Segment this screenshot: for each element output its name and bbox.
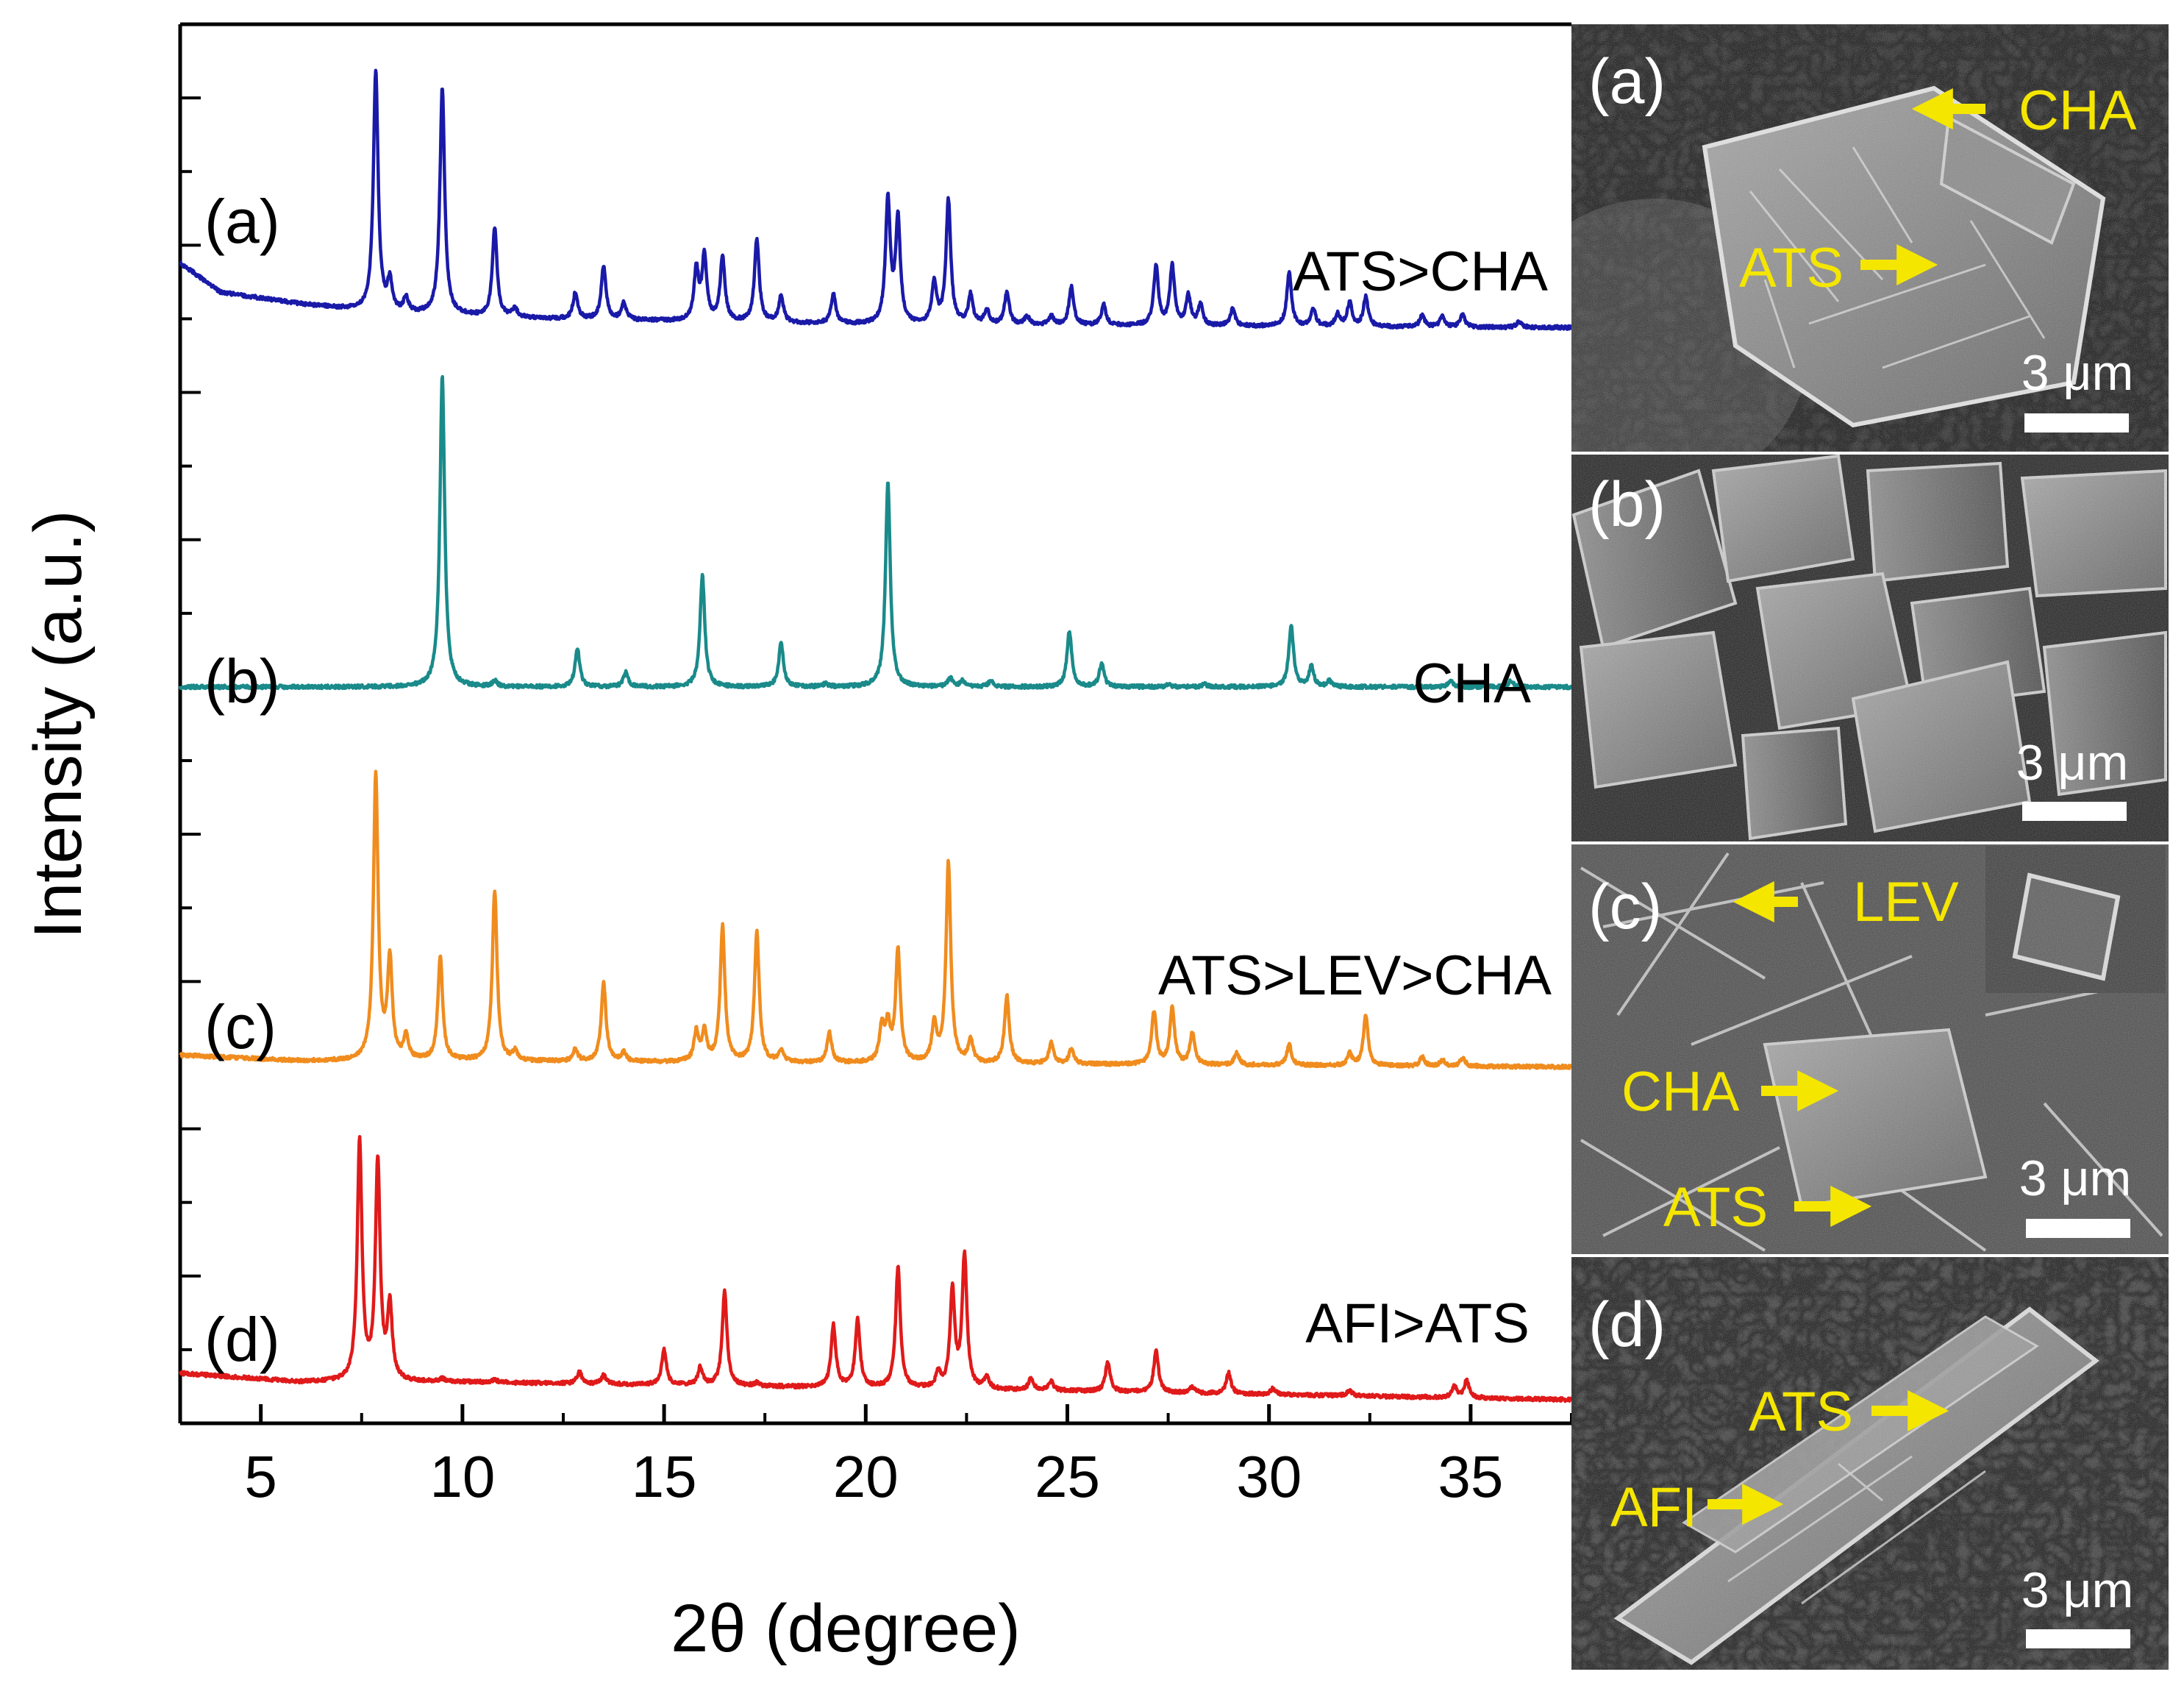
y-ticks bbox=[180, 96, 201, 1425]
sem-panel-b: (b) 3 μm bbox=[1571, 453, 2169, 843]
series-c-panel-label: (c) bbox=[204, 992, 276, 1061]
series-a-panel-label: (a) bbox=[204, 187, 280, 256]
x-tick-label: 15 bbox=[632, 1444, 697, 1509]
sem-b-scale-label: 3 μm bbox=[2016, 735, 2129, 791]
sem-d-scale-label: 3 μm bbox=[2021, 1562, 2134, 1618]
y-axis-label: Intensity (a.u.) bbox=[21, 510, 96, 939]
sem-c-cha-label: CHA bbox=[1621, 1061, 1740, 1123]
x-tick-label: 35 bbox=[1438, 1444, 1503, 1509]
sem-d-panel-label: (d) bbox=[1588, 1289, 1666, 1360]
sem-panel-separators bbox=[1571, 452, 2169, 1257]
series-a-label: ATS>CHA bbox=[1293, 241, 1548, 303]
sem-panel-c: (c) LEV CHA ATS 3 μm bbox=[1571, 843, 2169, 1256]
sem-a-cha-label: CHA bbox=[2019, 79, 2137, 142]
series-b-panel-label: (b) bbox=[204, 647, 280, 716]
sem-a-ats-label: ATS bbox=[1739, 237, 1844, 299]
x-tick-label: 5 bbox=[244, 1444, 277, 1509]
sem-c-scale-label: 3 μm bbox=[2019, 1150, 2132, 1206]
sem-b-scale-bar bbox=[2022, 802, 2127, 821]
xrd-series-line bbox=[179, 769, 1573, 1070]
sem-c-scale-bar bbox=[2026, 1219, 2130, 1238]
sem-b-panel-label: (b) bbox=[1588, 469, 1666, 540]
sem-d-scale-bar bbox=[2026, 1629, 2130, 1648]
sem-d-grain bbox=[1571, 1256, 2169, 1670]
series-d-panel-label: (d) bbox=[204, 1305, 280, 1374]
x-tick-label: 30 bbox=[1236, 1444, 1302, 1509]
xrd-chart: 5 10 15 20 25 30 35 2θ (degree) Intensity (a.u… bbox=[21, 22, 1574, 1666]
x-tick-label: 20 bbox=[833, 1444, 899, 1509]
series-b-label: CHA bbox=[1413, 652, 1532, 715]
sem-d-afi-label: AFI bbox=[1610, 1476, 1697, 1539]
sem-a-scale-label: 3 μm bbox=[2021, 345, 2134, 401]
sem-c-lev-label: LEV bbox=[1853, 871, 1959, 933]
xrd-series-line bbox=[178, 374, 1574, 691]
sem-d-ats-label: ATS bbox=[1749, 1381, 1853, 1443]
sem-a-grain bbox=[1571, 24, 2169, 453]
sem-panel-a: (a) CHA ATS 3 μm bbox=[1571, 24, 2169, 453]
sem-a-scale-bar bbox=[2024, 413, 2129, 433]
x-tick-label: 10 bbox=[429, 1444, 495, 1509]
x-axis-label: 2θ (degree) bbox=[671, 1591, 1021, 1666]
xrd-series-line bbox=[179, 1135, 1574, 1403]
series-d-label: AFI>ATS bbox=[1305, 1292, 1530, 1355]
x-ticks: 5 10 15 20 25 30 35 bbox=[244, 1404, 1573, 1509]
sem-panel-d: (d) ATS AFI 3 μm bbox=[1571, 1256, 2169, 1670]
sem-b-grain bbox=[1571, 453, 2169, 843]
sem-c-panel-label: (c) bbox=[1588, 872, 1662, 942]
series-layer bbox=[178, 68, 1574, 1403]
x-tick-label: 25 bbox=[1035, 1444, 1100, 1509]
sem-c-ats-label: ATS bbox=[1663, 1176, 1768, 1239]
sem-a-panel-label: (a) bbox=[1588, 46, 1666, 117]
series-c-label: ATS>LEV>CHA bbox=[1158, 944, 1552, 1007]
xrd-series-line bbox=[179, 68, 1574, 331]
